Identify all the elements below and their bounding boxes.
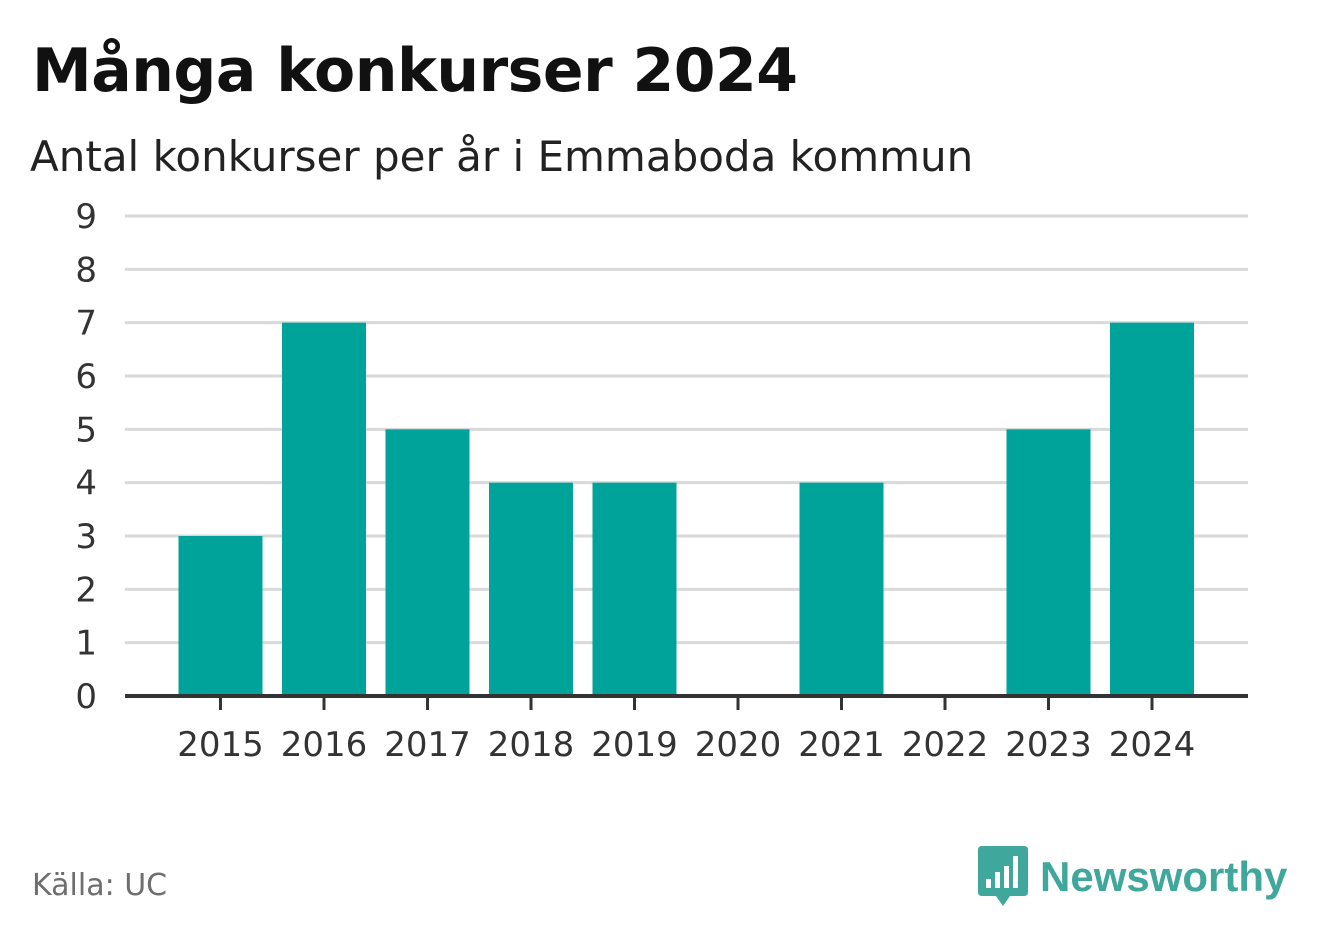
x-axis <box>125 694 1248 710</box>
x-tick-labels: 2015 2016 2017 2018 2019 2020 2021 2022 2023 2024 <box>177 725 1195 765</box>
y-tick-label: 6 <box>75 357 97 397</box>
x-tick-label: 2022 <box>902 725 989 765</box>
bar <box>799 482 884 696</box>
x-tick-label: 2024 <box>1109 725 1196 765</box>
x-tick-label: 2017 <box>384 725 471 765</box>
y-tick-label: 4 <box>75 464 97 504</box>
x-tick-label: 2021 <box>798 725 885 765</box>
y-tick-label: 3 <box>75 517 97 557</box>
bar <box>1006 429 1091 696</box>
chart-subtitle: Antal konkurser per år i Emmaboda kommun <box>30 132 974 181</box>
bars <box>178 322 1194 696</box>
source-note: Källa: UC <box>32 868 168 903</box>
y-tick-label: 8 <box>75 250 97 290</box>
x-tick-label: 2015 <box>177 725 264 765</box>
x-tick-label: 2018 <box>488 725 575 765</box>
x-tick-label: 2016 <box>281 725 368 765</box>
x-tick-label: 2019 <box>591 725 678 765</box>
y-tick-label: 1 <box>75 624 97 664</box>
y-tick-label: 0 <box>75 677 97 717</box>
bar <box>178 536 263 696</box>
y-tick-label: 2 <box>75 570 97 610</box>
bar <box>592 482 677 696</box>
bar <box>489 482 573 696</box>
bar-chart-speech-icon <box>978 846 1028 906</box>
brand-name: Newsworthy <box>1040 853 1288 900</box>
brand-logo: Newsworthy <box>978 846 1287 908</box>
bar <box>1110 322 1194 696</box>
x-tick-label: 2023 <box>1005 725 1092 765</box>
bar <box>282 322 366 696</box>
y-tick-labels: 0 1 2 3 4 5 6 7 8 9 <box>75 197 97 717</box>
bar <box>385 429 470 696</box>
x-tick-label: 2020 <box>695 725 782 765</box>
y-tick-label: 7 <box>75 304 97 344</box>
y-tick-label: 5 <box>75 410 97 450</box>
y-tick-label: 9 <box>75 197 97 237</box>
chart-title: Många konkurser 2024 <box>32 36 798 106</box>
